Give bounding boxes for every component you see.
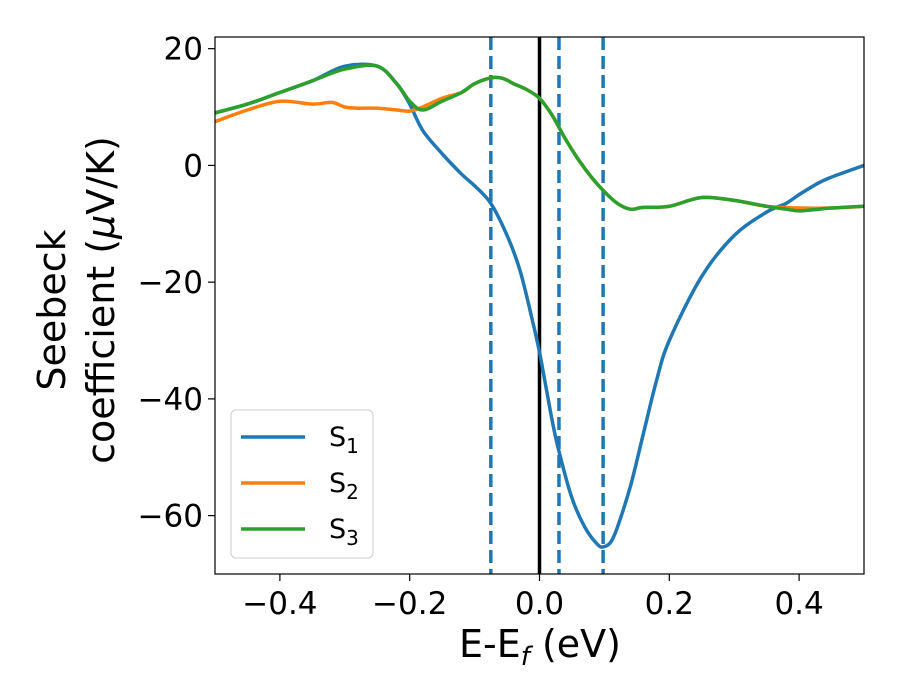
legend-label-s2-name: S (329, 468, 346, 499)
y-axis-title-line1: Seebeck (30, 229, 74, 390)
y-tick-label: −20 (138, 265, 203, 301)
reference-lines (489, 37, 605, 574)
y-axis-title-mu: μ (79, 215, 123, 240)
legend-label-s3-sub: 3 (346, 526, 359, 550)
x-axis-title-main: E-E (459, 622, 521, 666)
legend-label-s3-name: S (329, 514, 346, 545)
x-axis-ticks: −0.4 −0.2 0.0 0.2 0.4 (242, 574, 824, 622)
legend-label-s2: S2 (329, 468, 359, 504)
legend-label-s1-name: S (329, 422, 346, 453)
x-axis-title: E-Ef (eV) (459, 622, 621, 672)
x-axis-title-unit: (eV) (530, 622, 621, 666)
legend: S1 S2 S3 (230, 409, 374, 559)
legend-label-s2-sub: 2 (346, 480, 359, 504)
y-axis-title-suffix: V/K) (79, 136, 123, 215)
x-tick-label: 0.2 (645, 586, 694, 622)
legend-label-s3: S3 (329, 514, 359, 550)
legend-label-s1: S1 (329, 422, 359, 458)
y-axis-title-line2: coefficient (μV/K) (79, 136, 123, 464)
data-series (215, 62, 864, 549)
series-line-s3 (215, 63, 864, 213)
y-tick-label: 20 (164, 32, 203, 68)
x-tick-label: 0.0 (515, 586, 564, 622)
y-tick-label: 0 (183, 148, 203, 184)
x-tick-label: 0.4 (774, 586, 823, 622)
y-axis-ticks: −60 −40 −20 0 20 (138, 32, 215, 535)
y-tick-label: −40 (138, 382, 203, 418)
x-tick-label: −0.4 (242, 586, 317, 622)
y-tick-label: −60 (138, 499, 203, 535)
y-axis-title-prefix: coefficient ( (79, 239, 123, 464)
legend-label-s1-sub: 1 (346, 434, 359, 458)
x-tick-label: −0.2 (372, 586, 447, 622)
